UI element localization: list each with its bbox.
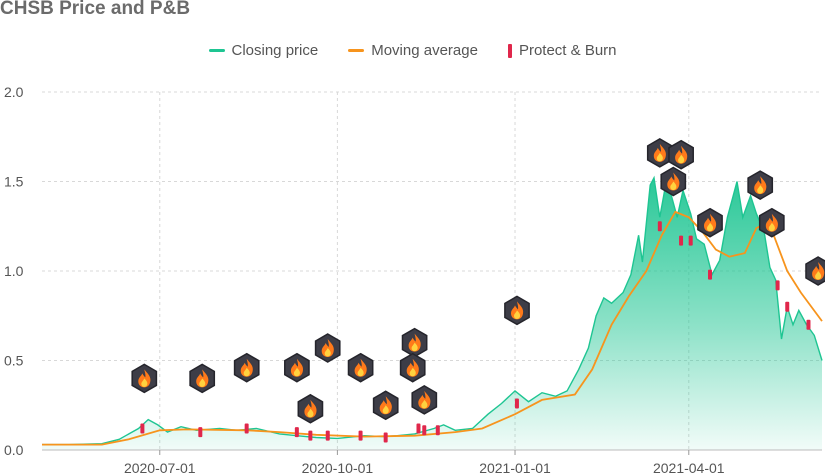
- protect-burn-marker: [435, 425, 440, 436]
- x-tick-label: 2021-01-01: [479, 460, 551, 476]
- flame-icon: [284, 352, 310, 383]
- y-tick-label: 2.0: [4, 84, 24, 100]
- y-tick-label: 1.0: [4, 263, 24, 279]
- x-tick-label: 2020-07-01: [124, 460, 196, 476]
- flame-icon: [297, 393, 324, 424]
- flame-icon: [758, 207, 785, 238]
- flame-icon: [747, 170, 774, 200]
- protect-burn-marker: [688, 235, 693, 246]
- protect-burn-marker: [775, 280, 780, 291]
- protect-burn-marker: [806, 319, 811, 330]
- x-tick-label: 2020-10-01: [302, 460, 374, 476]
- protect-burn-marker: [140, 423, 145, 434]
- line-layer: [42, 175, 823, 446]
- y-tick-label: 1.5: [4, 174, 24, 190]
- axis-layer: 0.0 0.5 1.0 1.5 2.0 2020-07-01 2020-10-01 2021-…: [4, 84, 822, 476]
- flame-icon: [668, 139, 694, 170]
- flame-icon: [131, 363, 158, 394]
- protect-burn-marker: [308, 430, 313, 441]
- protect-burn-marker: [244, 423, 249, 434]
- flame-icon: [372, 390, 399, 421]
- flame-icon: [399, 352, 426, 383]
- flame-icon: [411, 385, 438, 415]
- protect-burn-marker: [657, 221, 662, 232]
- legend-label-pb: Protect & Burn: [518, 42, 617, 59]
- flame-icon: [189, 363, 216, 394]
- flame-icon: [347, 352, 374, 383]
- legend-label-ma: Moving average: [371, 42, 478, 59]
- protect-burn-marker: [325, 430, 330, 441]
- x-tick-label: 2021-04-01: [653, 460, 725, 476]
- legend-item-protect-burn[interactable]: Protect & Burn: [507, 42, 617, 59]
- closing-price-area: [42, 177, 822, 450]
- protect-burn-layer: [140, 221, 811, 443]
- legend-item-moving-average[interactable]: Moving average: [348, 42, 478, 59]
- flame-icon: [697, 207, 723, 238]
- legend-item-closing-price[interactable]: Closing price: [208, 42, 319, 59]
- flame-icon: [646, 138, 673, 168]
- flame-icon: [504, 295, 530, 326]
- protect-burn-marker: [198, 427, 203, 438]
- area-layer: [42, 177, 822, 450]
- legend-swatch-ma: [348, 49, 365, 52]
- protect-burn-marker: [358, 430, 363, 441]
- y-tick-label: 0.5: [4, 353, 24, 369]
- protect-burn-marker: [679, 235, 684, 246]
- flame-icon: [401, 327, 428, 358]
- legend-swatch-pb: [507, 43, 512, 58]
- protect-burn-marker: [514, 398, 519, 409]
- legend-swatch-closing: [208, 49, 225, 52]
- y-tick-label: 0.0: [4, 442, 24, 458]
- protect-burn-marker: [383, 432, 388, 443]
- burn-icon-layer: [131, 138, 825, 424]
- protect-burn-marker: [294, 427, 299, 438]
- legend: Closing price Moving average Protect & B…: [0, 42, 825, 59]
- flame-icon: [233, 352, 260, 383]
- flame-icon: [660, 166, 687, 197]
- flame-icon: [314, 333, 341, 363]
- legend-label-closing: Closing price: [231, 42, 319, 59]
- chart-title: CHSB Price and P&B: [0, 0, 191, 19]
- protect-burn-marker: [785, 301, 790, 312]
- protect-burn-marker: [416, 423, 421, 434]
- protect-burn-marker: [708, 269, 713, 280]
- protect-burn-marker: [422, 425, 427, 436]
- moving-average-line: [42, 210, 823, 446]
- flame-icon: [805, 256, 825, 286]
